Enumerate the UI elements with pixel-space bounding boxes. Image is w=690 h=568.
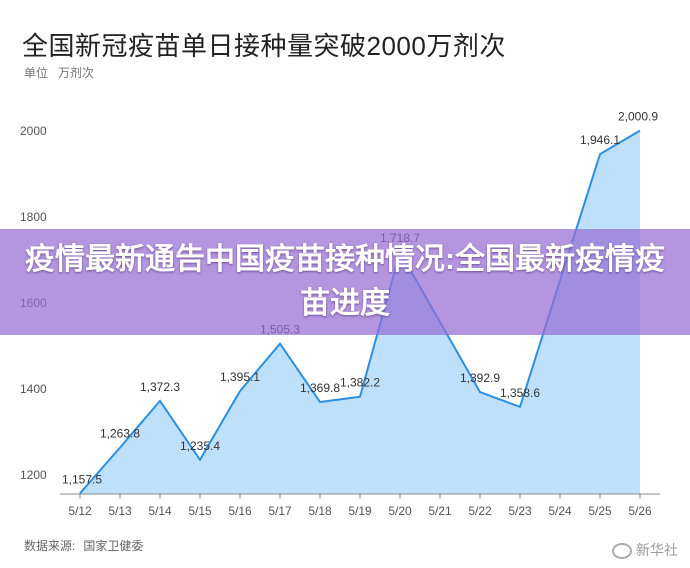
x-tick-label: 5/17 (268, 504, 292, 518)
headline-banner-text: 疫情最新通告中国疫苗接种情况:全国最新疫情疫苗进度 (25, 243, 665, 320)
y-tick-label: 2000 (20, 124, 47, 138)
data-label: 1,369.8 (300, 381, 340, 395)
data-label: 1,946.1 (580, 133, 620, 147)
data-label: 1,392.9 (460, 371, 500, 385)
x-tick-label: 5/22 (468, 504, 492, 518)
chart-title: 全国新冠疫苗单日接种量突破2000万剂次 (22, 31, 506, 61)
x-tick-label: 5/21 (428, 504, 452, 518)
x-tick-label: 5/19 (348, 504, 372, 518)
y-tick-label: 1200 (20, 468, 47, 482)
x-tick-label: 5/20 (388, 504, 412, 518)
source-value: 国家卫健委 (83, 539, 144, 553)
x-tick-label: 5/23 (508, 504, 532, 518)
x-tick-label: 5/18 (308, 504, 332, 518)
y-tick-label: 1400 (20, 382, 47, 396)
x-tick-label: 5/15 (188, 504, 212, 518)
x-tick-label: 5/26 (628, 504, 652, 518)
unit-value: 万剂次 (58, 66, 95, 80)
unit-label: 单位 (24, 66, 49, 80)
data-label: 1,395.1 (220, 370, 260, 384)
data-label: 2,000.9 (618, 110, 658, 124)
data-label: 1,157.5 (62, 472, 102, 486)
x-tick-label: 5/13 (108, 504, 132, 518)
watermark: 新华社 (612, 540, 678, 560)
headline-banner: 疫情最新通告中国疫苗接种情况:全国最新疫情疫苗进度 (0, 229, 690, 335)
weibo-icon (612, 543, 632, 560)
x-tick-label: 5/12 (68, 504, 92, 518)
x-tick-label: 5/24 (548, 504, 572, 518)
area-fill (80, 130, 640, 494)
data-source: 数据来源: 国家卫健委 (24, 537, 151, 554)
data-label: 1,382.2 (340, 376, 380, 390)
x-tick-label: 5/25 (588, 504, 612, 518)
unit-caption: 单位 万剂次 (24, 64, 104, 81)
data-label: 1,263.8 (100, 427, 140, 441)
y-tick-label: 1800 (20, 210, 47, 224)
x-tick-label: 5/16 (228, 504, 252, 518)
x-tick-label: 5/14 (148, 504, 172, 518)
data-label: 1,372.3 (140, 380, 180, 394)
watermark-text: 新华社 (636, 542, 678, 558)
data-label: 1,235.4 (180, 439, 220, 453)
source-label: 数据来源: (24, 539, 76, 553)
data-label: 1,358.6 (500, 386, 540, 400)
